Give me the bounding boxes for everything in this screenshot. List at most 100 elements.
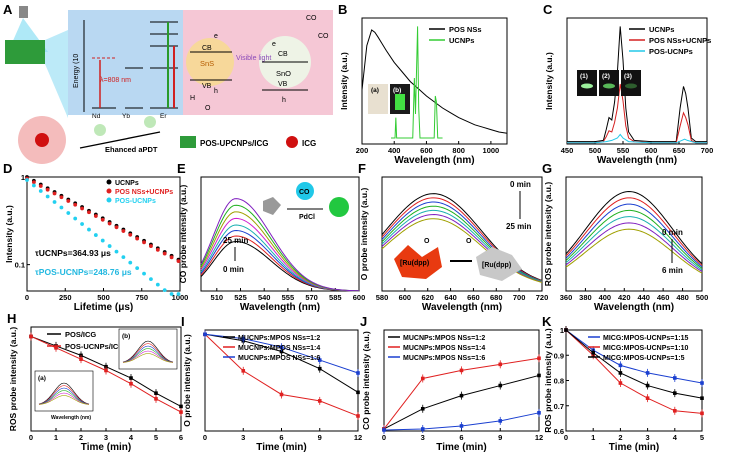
icg-legend-icon xyxy=(286,136,298,148)
sno2-cb-label: CB xyxy=(278,51,288,58)
x-tick-label: 6 xyxy=(179,433,183,442)
y-axis-label: Intensity (a.u.) xyxy=(339,52,349,110)
chart-panel-c: C Wavelength (nm) Intensity (a.u.) 450 500 55… xyxy=(543,2,713,166)
ru-complex-ground-icon xyxy=(476,247,522,281)
legend-label: MUCNPs:MPOS NSs=1:4 xyxy=(238,345,320,352)
data-point xyxy=(279,349,284,354)
data-point xyxy=(618,363,623,368)
time-label: 25 min xyxy=(506,222,531,231)
inset-line xyxy=(38,392,90,405)
x-tick-label: 5 xyxy=(154,433,158,442)
data-point xyxy=(356,414,360,418)
co-molecule-icon xyxy=(296,182,314,200)
data-point xyxy=(104,368,108,373)
data-point xyxy=(25,178,29,182)
x-tick-label: 450 xyxy=(561,146,574,155)
x-tick-label: 3 xyxy=(104,433,108,442)
time-label: 0 min xyxy=(662,228,683,237)
inset-photo-icon xyxy=(368,84,388,114)
x-tick-label: 360 xyxy=(560,293,573,302)
x-tick-label: 720 xyxy=(536,293,549,302)
y-axis-label: ROS probe intensity (a.u.) xyxy=(8,327,18,432)
data-point xyxy=(38,184,43,188)
x-axis-label: Wavelength (nm) xyxy=(422,302,502,313)
data-point xyxy=(169,255,174,260)
data-point xyxy=(87,210,91,215)
data-point xyxy=(149,277,153,282)
oxygen-singlet-label: O xyxy=(466,238,472,245)
inset-frame xyxy=(118,328,178,370)
legend-label: MUCNPs:MPOS NSs=1:2 xyxy=(403,335,485,342)
x-tick-label: 700 xyxy=(513,293,526,302)
oxygen-bubble-icon xyxy=(94,124,106,136)
x-tick-label: 500 xyxy=(589,146,602,155)
series-line xyxy=(361,29,508,134)
panel-letter-j: J xyxy=(360,314,367,329)
x-axis-label: Time (min) xyxy=(81,442,131,453)
x-tick-label: 4 xyxy=(673,433,678,442)
tau-annotation: τUCNPs=364.93 μs xyxy=(35,248,111,258)
x-tick-label: 400 xyxy=(388,146,401,155)
data-point xyxy=(66,199,71,203)
panel-letter-k: K xyxy=(542,314,552,329)
data-point xyxy=(420,427,425,431)
x-tick-label: 2 xyxy=(618,433,622,442)
glow-icon xyxy=(603,83,615,89)
x-tick-label: 1 xyxy=(591,433,595,442)
x-tick-label: 9 xyxy=(318,433,322,442)
data-point xyxy=(149,244,153,248)
zoom-cone-icon xyxy=(45,30,68,118)
x-tick-label: 4 xyxy=(129,433,134,442)
chart-panel-i: I Time (min) O probe intensity (a.u.) 0 3 6 9 1… xyxy=(181,314,362,453)
x-tick-label: 200 xyxy=(356,146,369,155)
x-axis-label: Time (min) xyxy=(609,442,659,453)
x-axis-label: Wavelength (nm) xyxy=(597,155,677,166)
series-line xyxy=(391,26,443,139)
data-point xyxy=(114,249,119,254)
legend-label: MICG:MPOS-UCNPs=1:5 xyxy=(603,355,685,362)
x-tick-label: 400 xyxy=(599,293,612,302)
data-point xyxy=(142,240,146,245)
data-point xyxy=(45,187,50,192)
data-point xyxy=(700,396,704,400)
data-point xyxy=(29,334,33,339)
data-point xyxy=(93,214,98,218)
data-point xyxy=(459,368,464,373)
time-label: 25 min xyxy=(223,236,248,245)
co-label: CO xyxy=(299,189,310,196)
data-point xyxy=(176,292,181,296)
time-label: 0 min xyxy=(223,265,244,274)
energy-axis-label: Energy (10 xyxy=(73,54,80,88)
data-point xyxy=(52,200,57,204)
x-axis-label: Time (min) xyxy=(436,442,486,453)
probe-molecule-icon xyxy=(263,197,281,215)
data-point xyxy=(80,206,84,211)
data-point xyxy=(73,216,78,221)
y-axis-label: CO probe intensity (a.u.) xyxy=(361,331,371,430)
data-point xyxy=(459,424,464,428)
sno2-electron-label: e xyxy=(272,41,276,48)
x-tick-label: 650 xyxy=(673,146,686,155)
series-line xyxy=(565,197,703,266)
series-line xyxy=(565,203,703,268)
x-tick-label: 500 xyxy=(97,293,110,302)
inset-line xyxy=(122,353,174,363)
inset-label: (b) xyxy=(393,87,401,94)
data-point xyxy=(618,381,623,385)
data-point xyxy=(673,376,677,380)
inset-line xyxy=(122,350,174,363)
data-point xyxy=(317,366,322,371)
electron-label: e xyxy=(214,33,218,40)
inset-label: (a) xyxy=(38,375,46,382)
y-axis-label: O probe intensity (a.u.) xyxy=(359,188,369,281)
x-tick-label: 680 xyxy=(490,293,503,302)
chart-panel-e: E Wavelength (nm) CO probe intensity (a.u.… xyxy=(177,161,365,313)
data-point xyxy=(121,229,126,233)
x-tick-label: 1000 xyxy=(483,146,500,155)
x-tick-label: 250 xyxy=(59,293,72,302)
data-point xyxy=(54,346,58,350)
plot-frame xyxy=(565,176,703,292)
sno2-label: SnO xyxy=(276,69,291,78)
data-point xyxy=(38,189,43,193)
data-point xyxy=(59,195,64,200)
